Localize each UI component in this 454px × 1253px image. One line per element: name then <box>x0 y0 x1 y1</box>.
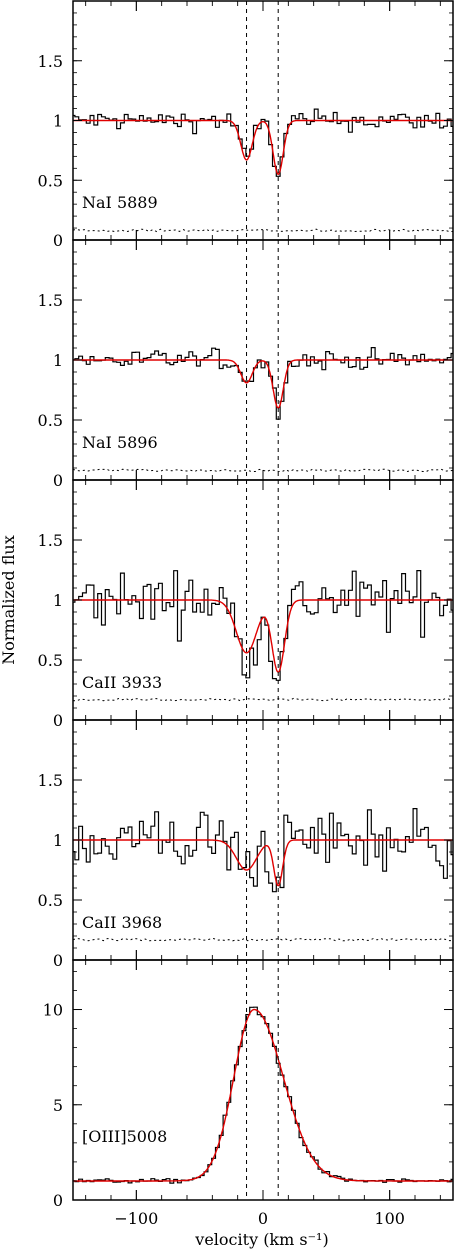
panel-plot-area <box>73 808 453 942</box>
y-tick-label: 0 <box>53 711 63 730</box>
x-tick-label: −100 <box>114 1209 158 1228</box>
panel-0: 0 0.5 1 1.5 NaI 5889 <box>38 0 454 250</box>
panel-label: [OIII]5008 <box>82 1127 167 1146</box>
y-tick-label: 1.5 <box>38 52 63 71</box>
panel-label: NaI 5896 <box>82 433 158 452</box>
model-fit <box>73 1008 453 1182</box>
y-tick-label: 0.5 <box>38 411 63 430</box>
y-tick-label: 1.5 <box>38 771 63 790</box>
data-spectrum <box>73 108 453 177</box>
panel-plot-area <box>73 108 453 233</box>
panel-1: 0 0.5 1 1.5 NaI 5896 <box>38 239 454 490</box>
panel-plot-area <box>73 347 453 473</box>
data-spectrum <box>73 1006 453 1184</box>
data-spectrum <box>73 347 453 420</box>
error-spectrum <box>73 937 453 942</box>
panel-4: 0 5 10 [OIII]5008 <box>43 959 454 1210</box>
panel-plot-area <box>73 570 453 702</box>
y-tick-label: 0 <box>53 231 63 250</box>
data-spectrum <box>73 808 453 893</box>
panel-3: 0 0.5 1 1.5 CaII 3968 <box>38 719 454 970</box>
y-tick-label: 1.5 <box>38 291 63 310</box>
x-tick-label: 100 <box>374 1209 405 1228</box>
y-tick-label: 1.5 <box>38 531 63 550</box>
model-fit <box>73 119 453 176</box>
model-fit <box>73 839 453 887</box>
y-tick-label: 0 <box>53 1191 63 1210</box>
panel-2: 0 0.5 1 1.5 CaII 3933 <box>38 479 454 730</box>
y-tick-label: 0.5 <box>38 651 63 670</box>
y-tick-label: 5 <box>53 1096 63 1115</box>
y-tick-label: 1 <box>53 831 63 850</box>
panel-label: CaII 3933 <box>82 673 162 692</box>
x-tick-label: 0 <box>258 1209 268 1228</box>
y-tick-label: 1 <box>53 112 63 131</box>
panel-plot-area <box>73 1006 453 1184</box>
y-tick-label: 10 <box>43 1001 63 1020</box>
y-tick-label: 0.5 <box>38 171 63 190</box>
error-spectrum <box>73 697 453 702</box>
model-fit <box>73 599 453 674</box>
y-tick-label: 0 <box>53 471 63 490</box>
model-fit <box>73 359 453 409</box>
y-axis-label: Normalized flux <box>0 535 18 664</box>
y-tick-label: 1 <box>53 351 63 370</box>
panel-label: NaI 5889 <box>82 193 158 212</box>
x-axis-label: velocity (km s⁻¹) <box>194 1230 328 1249</box>
panel-frame <box>72 959 454 1201</box>
y-tick-label: 0 <box>53 951 63 970</box>
data-spectrum <box>73 570 453 681</box>
y-tick-label: 0.5 <box>38 891 63 910</box>
y-tick-label: 1 <box>53 591 63 610</box>
panels-group: 0 0.5 1 1.5 NaI 5889 0 0.5 1 1.5 NaI 5896 0 0.5 1 1.5… <box>38 0 454 1228</box>
panel-label: CaII 3968 <box>82 913 162 932</box>
